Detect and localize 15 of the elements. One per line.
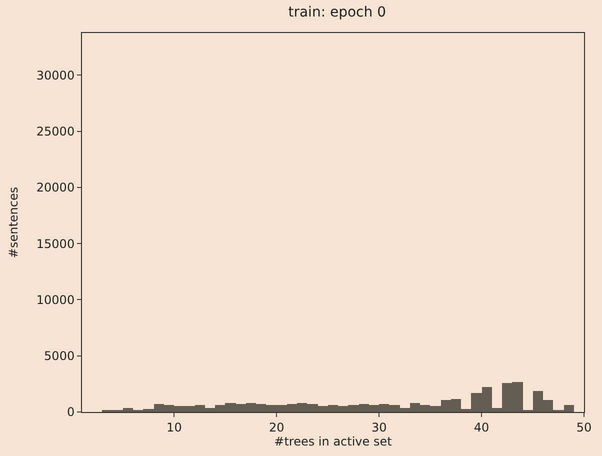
x-axis-title: #trees in active set bbox=[274, 434, 392, 448]
y-tick-label: 20000 bbox=[36, 180, 75, 195]
x-tick-label: 10 bbox=[166, 420, 182, 434]
y-tick-label: 15000 bbox=[36, 236, 75, 251]
x-tick-label: 40 bbox=[474, 420, 490, 434]
chart-title: train: epoch 0 bbox=[288, 4, 386, 21]
y-tick-label: 25000 bbox=[36, 124, 75, 138]
y-tick-label: 0 bbox=[66, 405, 75, 420]
x-tick-label: 20 bbox=[269, 420, 284, 434]
y-tick-label: 5000 bbox=[44, 349, 75, 364]
y-tick-label: 30000 bbox=[36, 68, 75, 82]
y-axis-title: #sentences bbox=[6, 186, 21, 258]
y-tick-label: 10000 bbox=[36, 292, 75, 307]
x-tick-label: 50 bbox=[576, 420, 592, 434]
x-tick-label: 30 bbox=[371, 420, 387, 434]
